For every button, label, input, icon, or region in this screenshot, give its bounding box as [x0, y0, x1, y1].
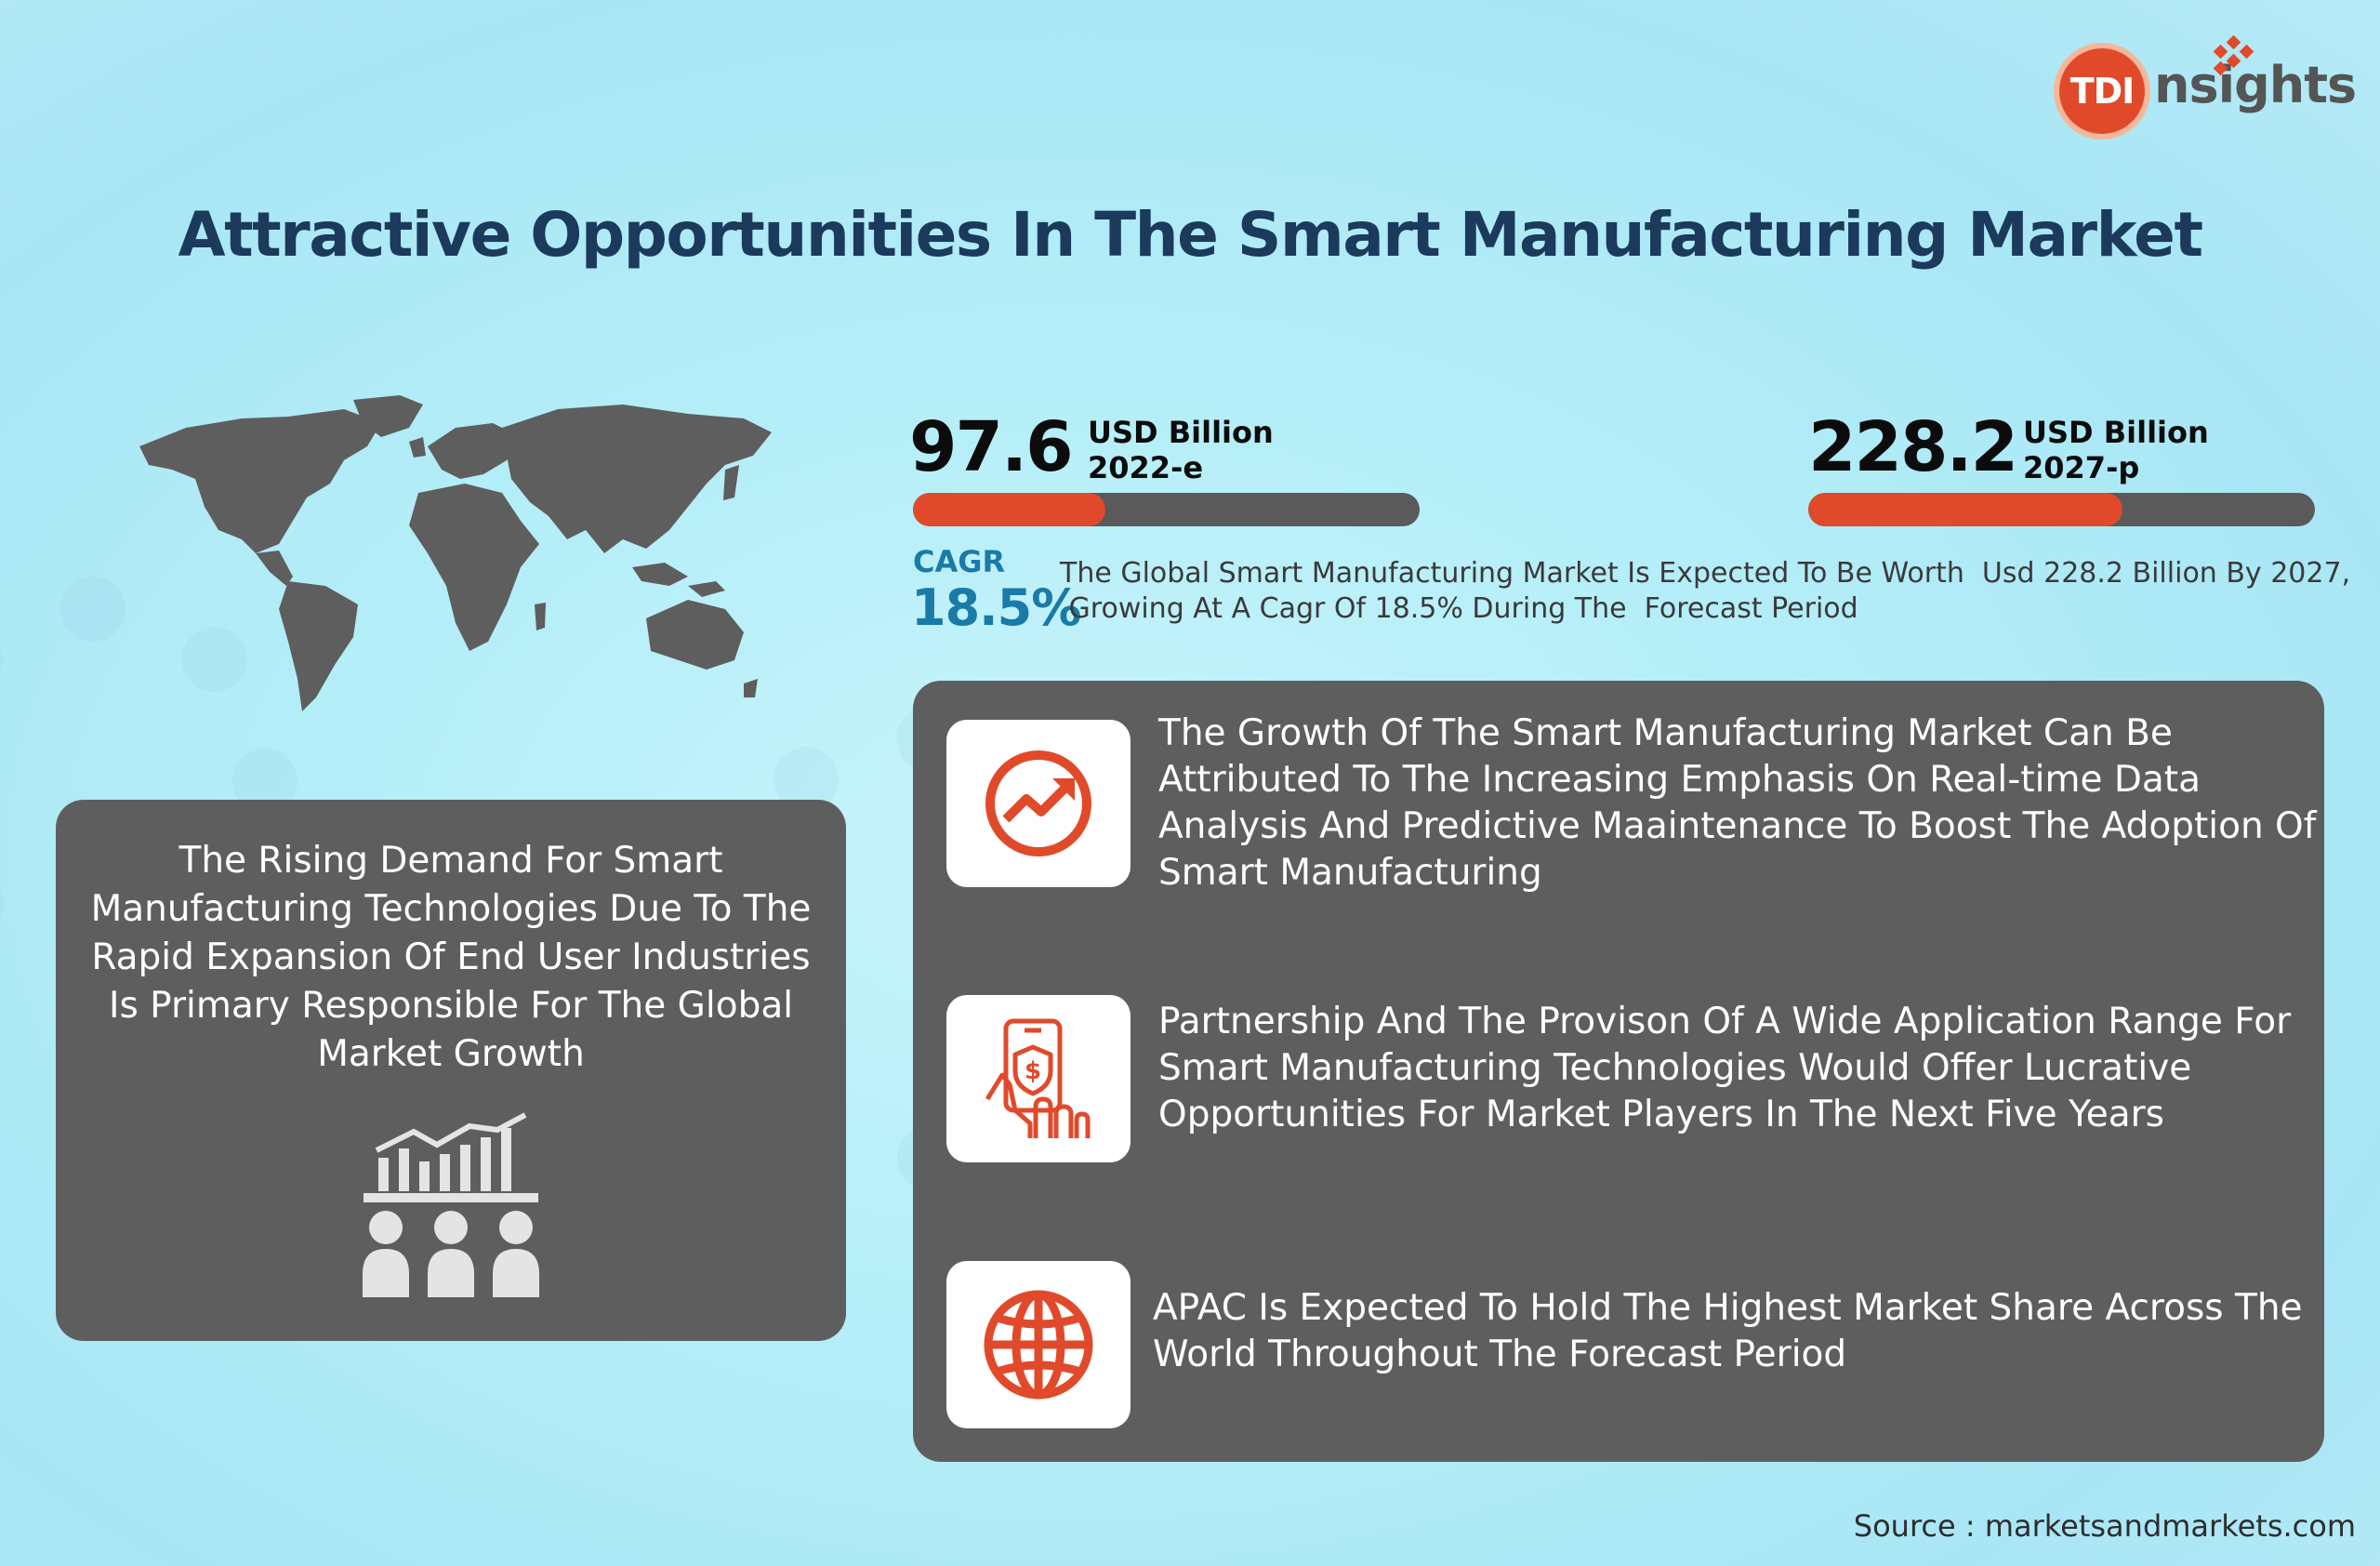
cagr-label: CAGR — [913, 544, 1006, 579]
globe-icon — [984, 1290, 1093, 1400]
stat-value-2022: 97.6 — [909, 407, 1074, 487]
market-driver-card: The Rising Demand For Smart Manufacturin… — [56, 800, 846, 1341]
stat-progress-bar-2022 — [913, 493, 1420, 526]
stat-value-2027: 228.2 — [1808, 407, 2018, 487]
mobile-payment-icon: $ — [985, 1018, 1091, 1138]
stat-period-label: 2022-e — [1088, 450, 1204, 485]
market-driver-text: The Rising Demand For Smart Manufacturin… — [90, 840, 812, 1075]
insight-icon-box: $ — [946, 995, 1130, 1162]
insight-icon-box — [946, 1261, 1130, 1428]
cagr-description-line: Growing At A Cagr Of 18.5% During The Fo… — [1060, 592, 1858, 625]
insight-icon-box — [946, 720, 1130, 887]
stat-unit-2022: USD Billion 2022-e — [1088, 415, 1274, 485]
insight-text: The Growth Of The Smart Manufacturing Ma… — [1158, 712, 2317, 894]
stat-progress-fill — [1808, 493, 2122, 526]
stat-progress-bar-2027 — [1808, 493, 2315, 526]
world-map-icon — [139, 395, 772, 711]
cagr-description: The Global Smart Manufacturing Market Is… — [1060, 556, 2351, 627]
page-title: Attractive Opportunities In The Smart Ma… — [178, 199, 2203, 271]
logo-pixel-square — [2226, 34, 2241, 50]
cagr-value: 18.5% — [911, 578, 1081, 637]
source-citation: Source : marketsandmarkets.com — [1853, 1508, 2356, 1544]
logo-circle: TDI — [2054, 43, 2150, 139]
stat-period-label: 2027-p — [2023, 450, 2140, 485]
insight-text: Partnership And The Provison Of A Wide A… — [1158, 1001, 2292, 1135]
people-growth-chart-icon — [363, 1112, 539, 1297]
stat-progress-fill — [913, 493, 1106, 526]
trend-up-circle-icon — [985, 750, 1091, 856]
brand-logo: TDI nsights — [2050, 34, 2357, 139]
svg-text:$: $ — [1025, 1057, 1041, 1085]
insight-text: APAC Is Expected To Hold The Highest Mar… — [1153, 1287, 2303, 1375]
stat-unit-label: USD Billion — [1088, 415, 1274, 450]
stat-unit-2027: USD Billion 2027-p — [2023, 415, 2209, 485]
cagr-description-line: The Global Smart Manufacturing Market Is… — [1060, 557, 2351, 590]
stat-unit-label: USD Billion — [2023, 415, 2209, 450]
logo-word: nsights — [2154, 56, 2357, 114]
insights-panel: The Growth Of The Smart Manufacturing Ma… — [913, 681, 2324, 1462]
